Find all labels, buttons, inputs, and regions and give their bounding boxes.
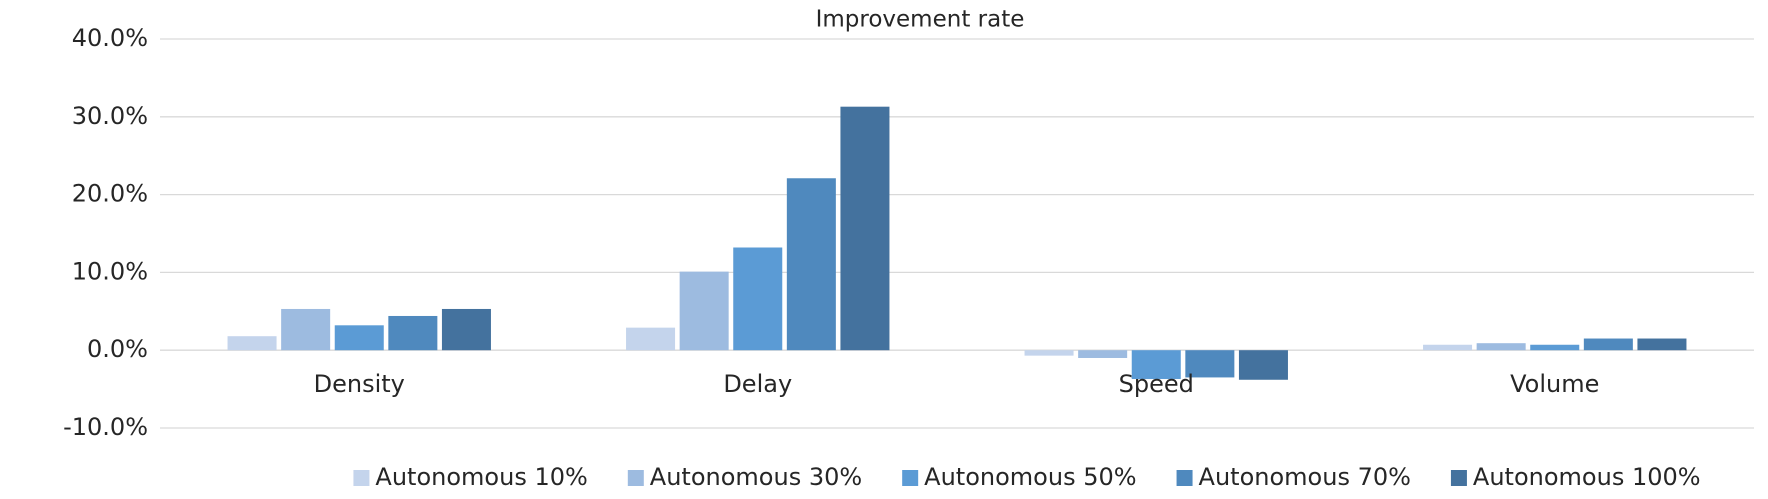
x-tick-label: Delay	[723, 370, 792, 398]
y-tick-label: 0.0%	[87, 335, 148, 363]
chart-title: Improvement rate	[816, 7, 1025, 33]
legend-label: Autonomous 30%	[650, 463, 862, 491]
x-tick-label: Density	[314, 370, 405, 398]
legend-label: Autonomous 10%	[375, 463, 587, 491]
y-tick-label: 20.0%	[72, 180, 148, 208]
legend-swatch	[1176, 470, 1193, 486]
y-tick-label: 10.0%	[72, 257, 148, 285]
legend-swatch	[1450, 470, 1467, 486]
bar	[1024, 350, 1074, 356]
legend-swatch	[627, 470, 644, 486]
bar	[1078, 350, 1128, 358]
legend-label: Autonomous 50%	[924, 463, 1136, 491]
bar	[1476, 343, 1526, 351]
legend-label: Autonomous 70%	[1199, 463, 1411, 491]
bar	[786, 178, 836, 351]
bar	[1637, 338, 1687, 351]
bar	[1530, 344, 1580, 351]
bar	[840, 106, 890, 351]
bar	[626, 327, 676, 351]
legend-swatch	[353, 470, 370, 486]
bar	[227, 336, 277, 351]
y-tick-label: -10.0%	[63, 413, 148, 441]
bar	[334, 325, 384, 351]
bar	[1423, 344, 1473, 351]
bar	[281, 308, 331, 351]
bar	[441, 308, 491, 351]
y-tick-label: 40.0%	[72, 24, 148, 52]
x-tick-label: Speed	[1119, 370, 1194, 398]
bar	[1131, 350, 1181, 379]
bar	[1185, 350, 1235, 378]
bar	[388, 315, 438, 351]
bar	[733, 247, 783, 351]
y-tick-label: 30.0%	[72, 102, 148, 130]
bar	[679, 271, 729, 351]
legend-swatch	[902, 470, 919, 486]
bar	[1583, 338, 1633, 351]
bar	[1238, 350, 1288, 380]
legend-label: Autonomous 100%	[1473, 463, 1701, 491]
x-tick-label: Volume	[1510, 370, 1599, 398]
